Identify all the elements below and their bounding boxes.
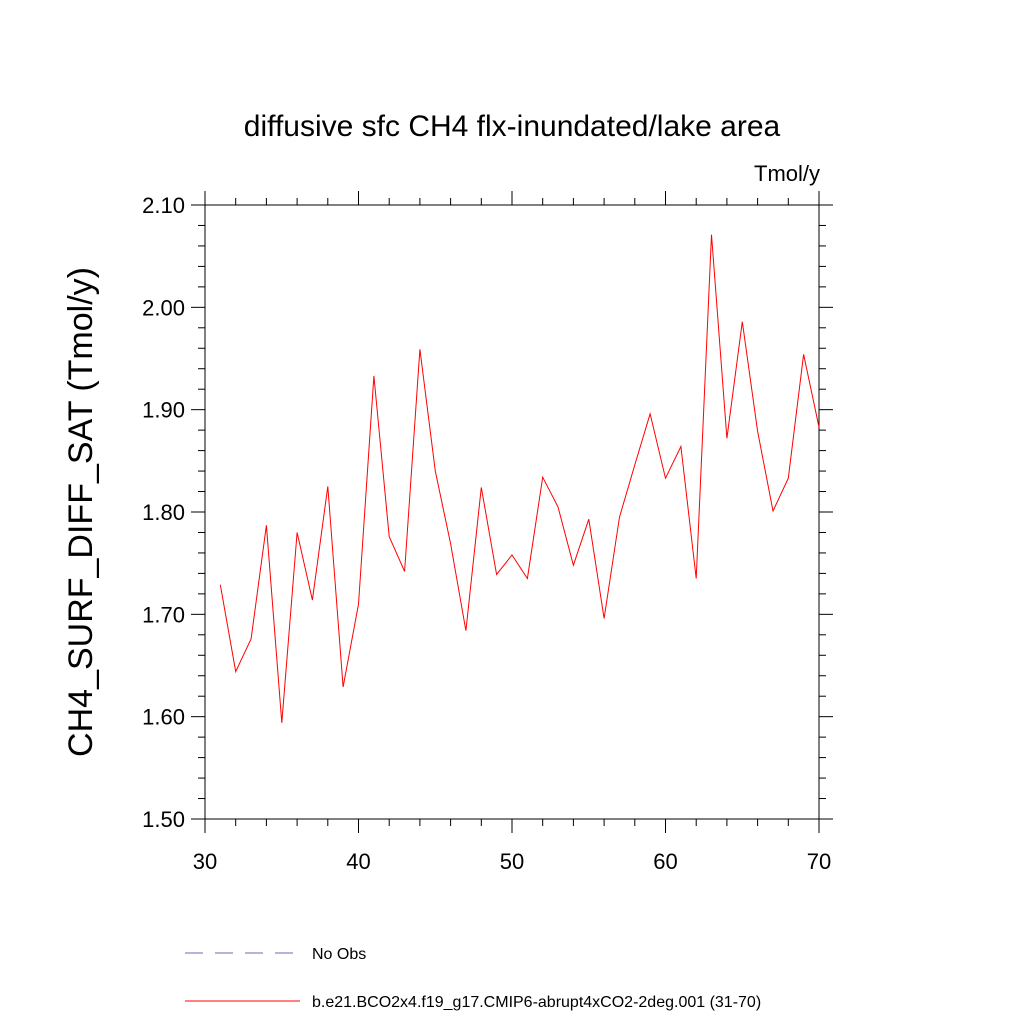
y-tick-label: 1.90 (142, 398, 185, 423)
x-tick-label: 50 (500, 849, 524, 874)
plot-frame (204, 204, 820, 820)
x-tick-label: 70 (807, 849, 831, 874)
x-tick-label: 60 (653, 849, 677, 874)
x-tick-label: 30 (193, 849, 217, 874)
series-line (219, 234, 820, 723)
y-tick-label: 1.60 (142, 705, 185, 730)
axis-ticks (191, 191, 833, 833)
x-tick-label: 40 (346, 849, 370, 874)
legend-label-model-run: b.e21.BCO2x4.f19_g17.CMIP6-abrupt4xCO2-2… (312, 994, 761, 1011)
y-tick-label: 1.50 (142, 807, 185, 832)
y-tick-label: 2.00 (142, 295, 185, 320)
legend-label-no-obs: No Obs (312, 946, 366, 963)
y-tick-label: 1.70 (142, 602, 185, 627)
y-tick-label: 2.10 (142, 193, 185, 218)
legend: No Obs b.e21.BCO2x4.f19_g17.CMIP6-abrupt… (185, 946, 761, 1011)
chart-title: diffusive sfc CH4 flx-inundated/lake are… (244, 110, 781, 143)
units-label: Tmol/y (754, 161, 820, 186)
y-tick-label: 1.80 (142, 500, 185, 525)
x-tick-labels: 30 40 50 60 70 (193, 849, 831, 874)
y-tick-labels: 1.50 1.60 1.70 1.80 1.90 2.00 2.10 (142, 193, 185, 832)
y-axis-label: CH4_SURF_DIFF_SAT (Tmol/y) (62, 267, 100, 757)
series-layer (219, 234, 820, 723)
